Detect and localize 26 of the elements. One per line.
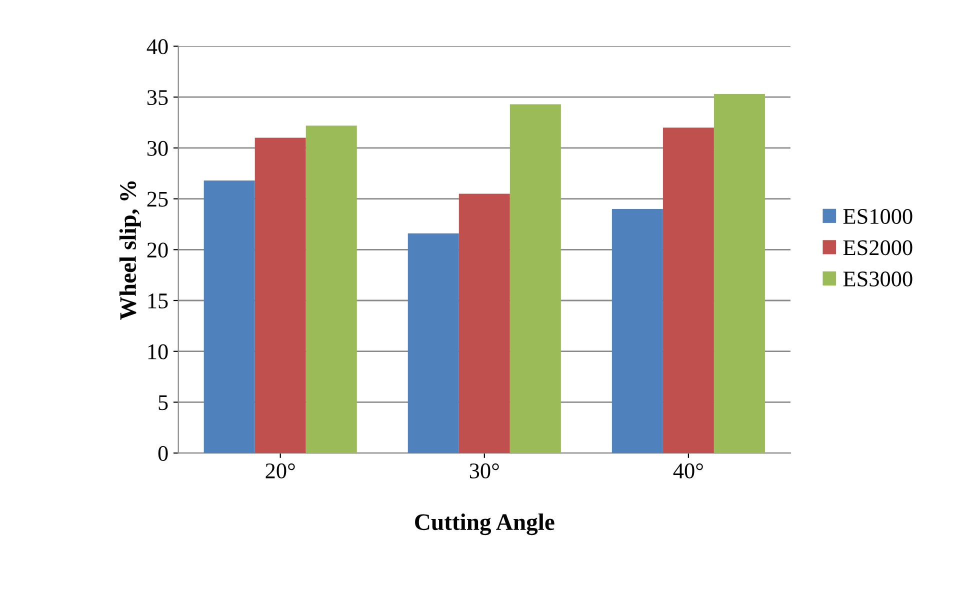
y-tick-label: 10 [148,344,168,360]
legend-label: ES3000 [843,271,912,286]
x-axis-title: Cutting Angle [415,513,554,536]
y-tick-label: 25 [147,192,168,207]
y-tick-label: 40 [146,39,168,54]
bar [714,94,765,454]
legend-label: ES1000 [843,208,912,224]
bar [662,128,714,454]
bar [204,180,255,454]
bar [458,194,510,454]
y-tick-label: 15 [148,294,168,308]
bar [254,138,306,454]
y-axis-title: Wheel slip, % [119,181,141,320]
legend-label: ES2000 [843,240,912,256]
x-tick-label: 20° [266,463,295,478]
x-tick-label: 40° [673,463,703,478]
x-tick-label: 30° [470,463,499,478]
bar [408,233,459,454]
bar [306,126,357,454]
y-tick-label: 0 [158,446,168,461]
bar [510,104,561,454]
bar [612,208,663,454]
y-tick-label: 20 [147,242,168,258]
y-tick-label: 35 [147,90,168,106]
y-tick-label: 5 [158,395,168,410]
y-tick-label: 30 [147,140,168,156]
